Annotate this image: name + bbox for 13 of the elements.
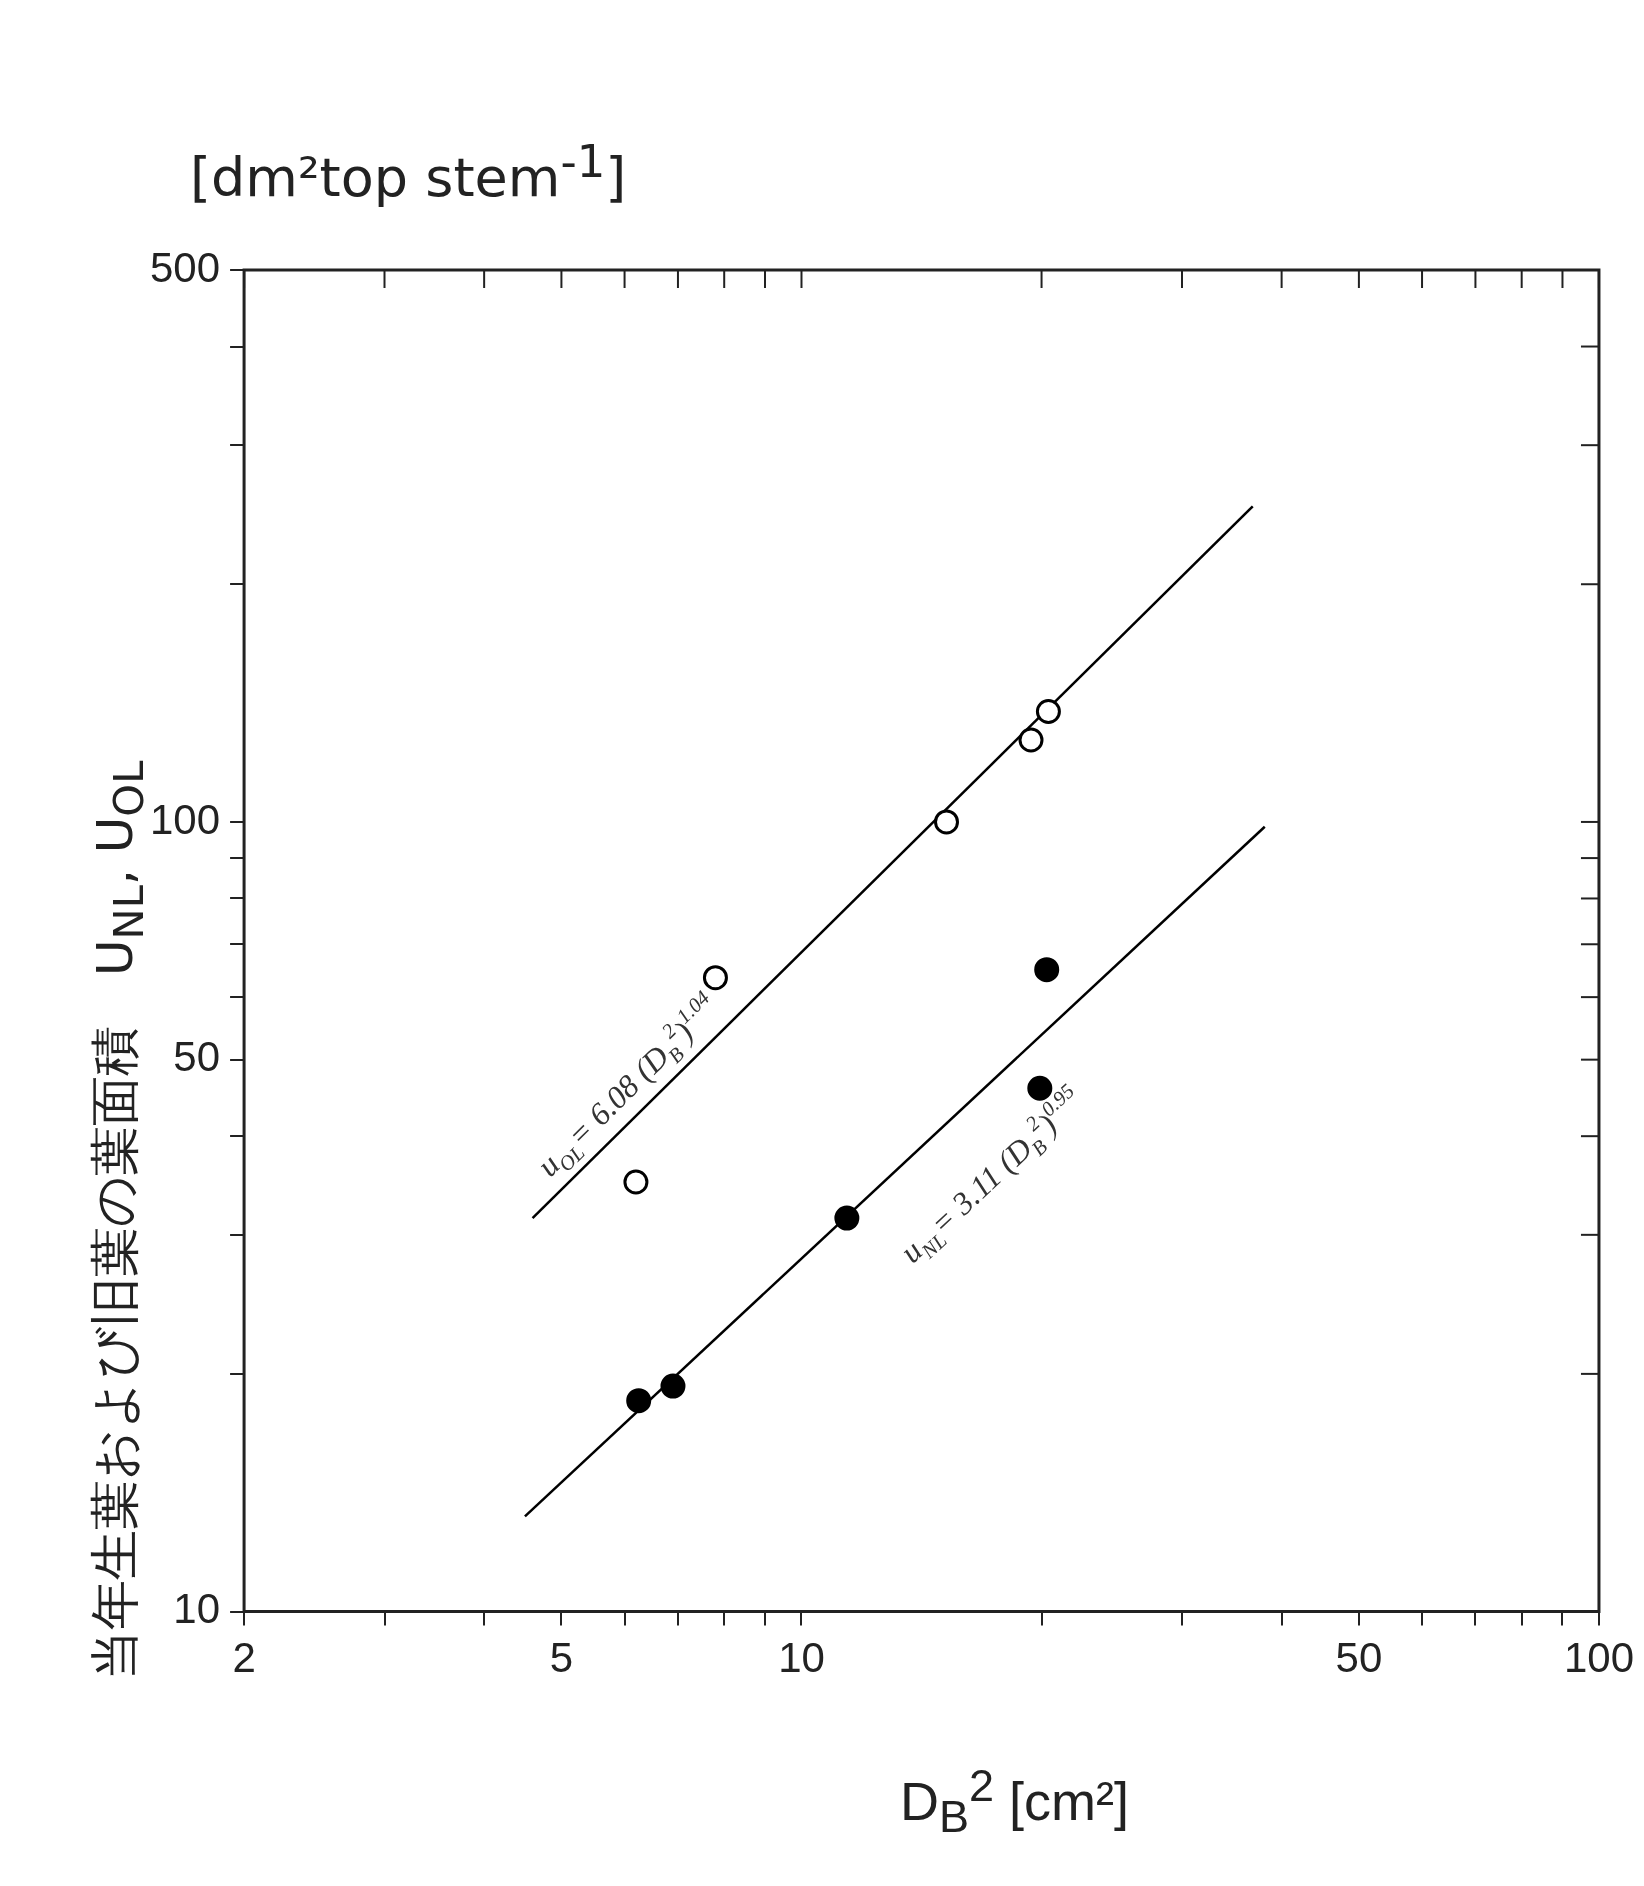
y-tick-label: 500	[150, 243, 221, 291]
x-tick-label: 100	[1563, 1634, 1634, 1682]
x-tick-label: 50	[1335, 1634, 1383, 1682]
text: [dm²top stem$^{-1}$]	[190, 135, 627, 209]
x-tick-label: 10	[778, 1634, 825, 1682]
y-tick-label: 50	[173, 1033, 221, 1081]
x-tick-label: 5	[549, 1634, 574, 1682]
y-tick-label: 10	[173, 1585, 221, 1633]
x-axis-title: D$_{B}$$^{2}$ [cm²]	[900, 1760, 1130, 1843]
annotation: uOL= 6.08 (DB2)1.04	[529, 985, 714, 1184]
x-tick-label: 2	[232, 1634, 256, 1682]
annotation: uNL= 3.11 (DB2)0.95	[892, 1078, 1079, 1270]
y-tick-label: 100	[150, 795, 221, 843]
